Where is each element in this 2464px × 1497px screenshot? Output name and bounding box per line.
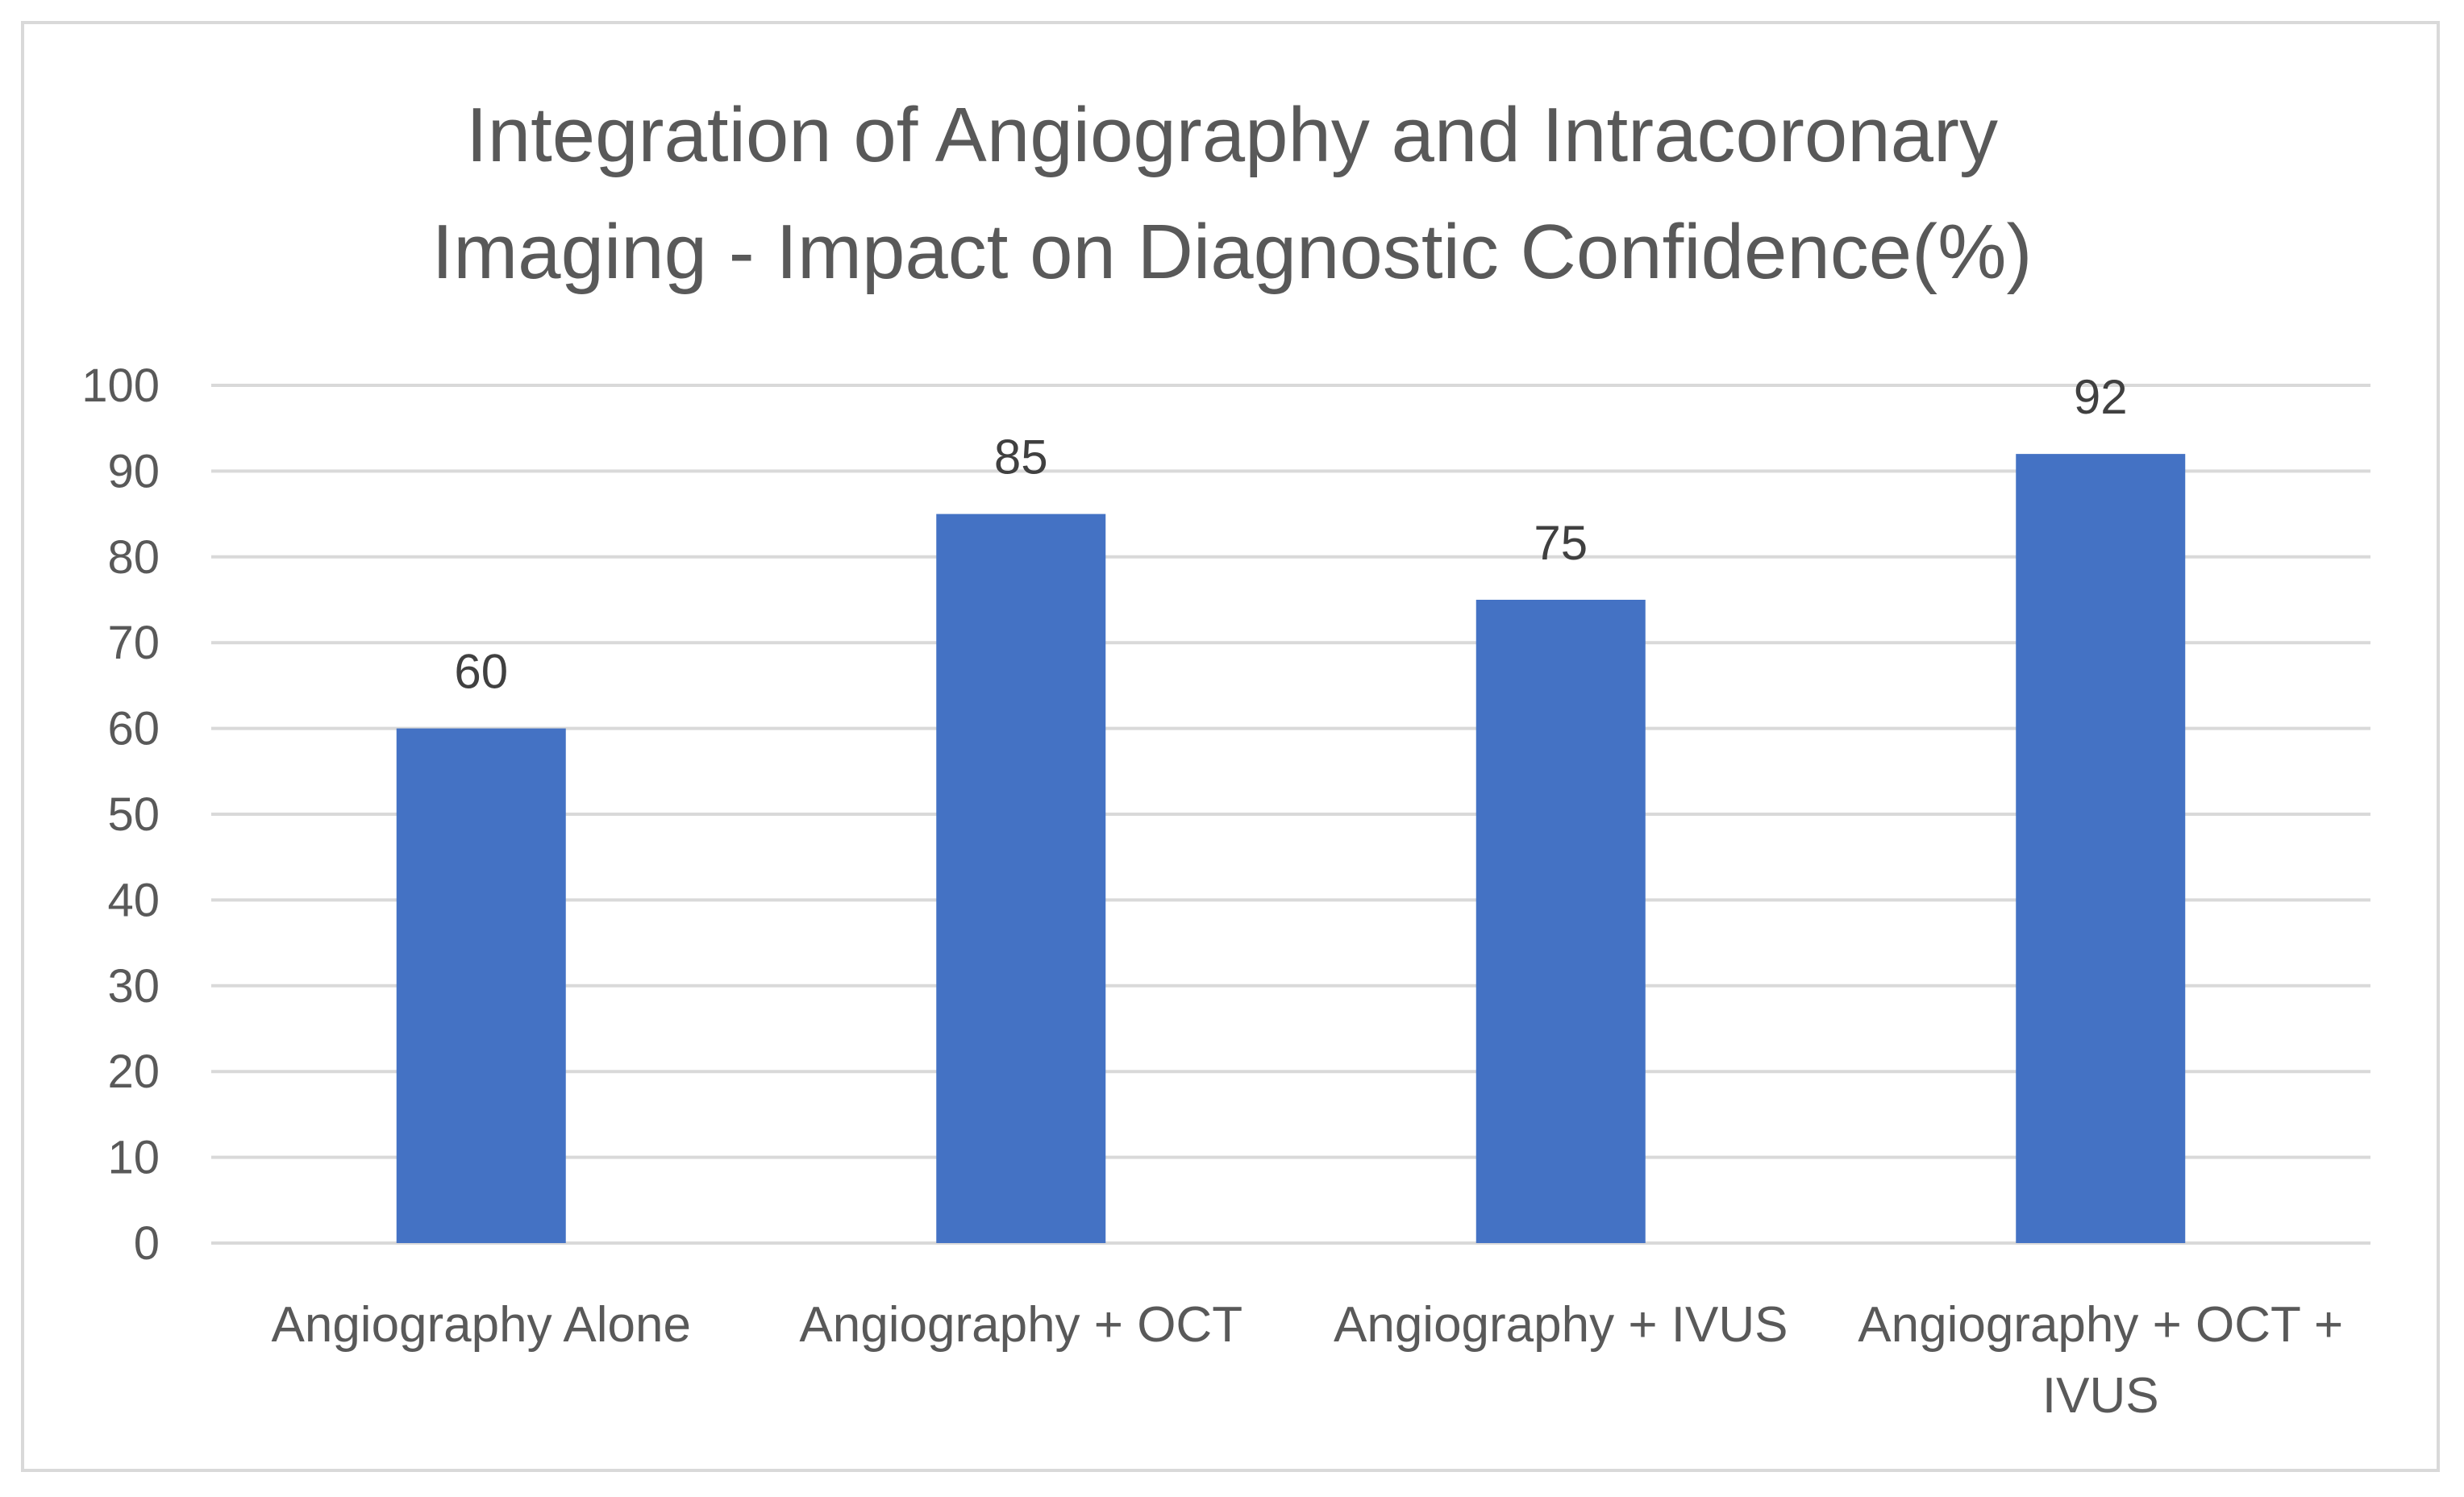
y-tick-label-10: 10 (107, 1132, 160, 1184)
y-tick-label-20: 20 (107, 1046, 160, 1098)
y-tick-label-100: 100 (81, 360, 160, 412)
x-axis-categories: Angiography Alone Angiography + OCT Angiog… (271, 1297, 2343, 1424)
y-tick-label-0: 0 (134, 1217, 160, 1270)
x-category-label-1: Angiography Alone (271, 1297, 691, 1353)
chart-title: Integration of Angiography and Intracoro… (432, 92, 2033, 295)
data-label-4: 92 (2074, 370, 2128, 424)
x-category-label-2: Angiography + OCT (799, 1297, 1242, 1353)
y-tick-label-70: 70 (107, 617, 160, 669)
bar-4 (2016, 454, 2186, 1243)
x-category-label-4: Angiography + OCT + (1858, 1297, 2343, 1353)
data-labels: 60 85 75 92 (454, 370, 2127, 698)
bar-2 (936, 514, 1106, 1243)
y-tick-label-80: 80 (107, 531, 160, 584)
bars (396, 454, 2186, 1243)
y-tick-label-40: 40 (107, 874, 160, 926)
x-category-label-3: Angiography + IVUS (1334, 1297, 1788, 1353)
y-axis-ticks: 0 10 20 30 40 50 60 70 80 90 100 (81, 360, 160, 1270)
bar-1 (396, 728, 566, 1243)
y-tick-label-90: 90 (107, 445, 160, 497)
gridlines (211, 384, 2370, 1245)
data-label-1: 60 (454, 645, 508, 699)
data-label-2: 85 (994, 430, 1048, 484)
y-tick-label-60: 60 (107, 703, 160, 755)
bar-3 (1475, 600, 1646, 1243)
chart-title-line-2: Imaging - Impact on Diagnostic Confidenc… (432, 209, 2033, 295)
y-tick-label-30: 30 (107, 960, 160, 1013)
y-tick-label-50: 50 (107, 788, 160, 841)
data-label-3: 75 (1534, 516, 1588, 570)
x-category-label-4-line-2: IVUS (2042, 1368, 2159, 1424)
chart-title-line-1: Integration of Angiography and Intracoro… (466, 92, 1998, 178)
